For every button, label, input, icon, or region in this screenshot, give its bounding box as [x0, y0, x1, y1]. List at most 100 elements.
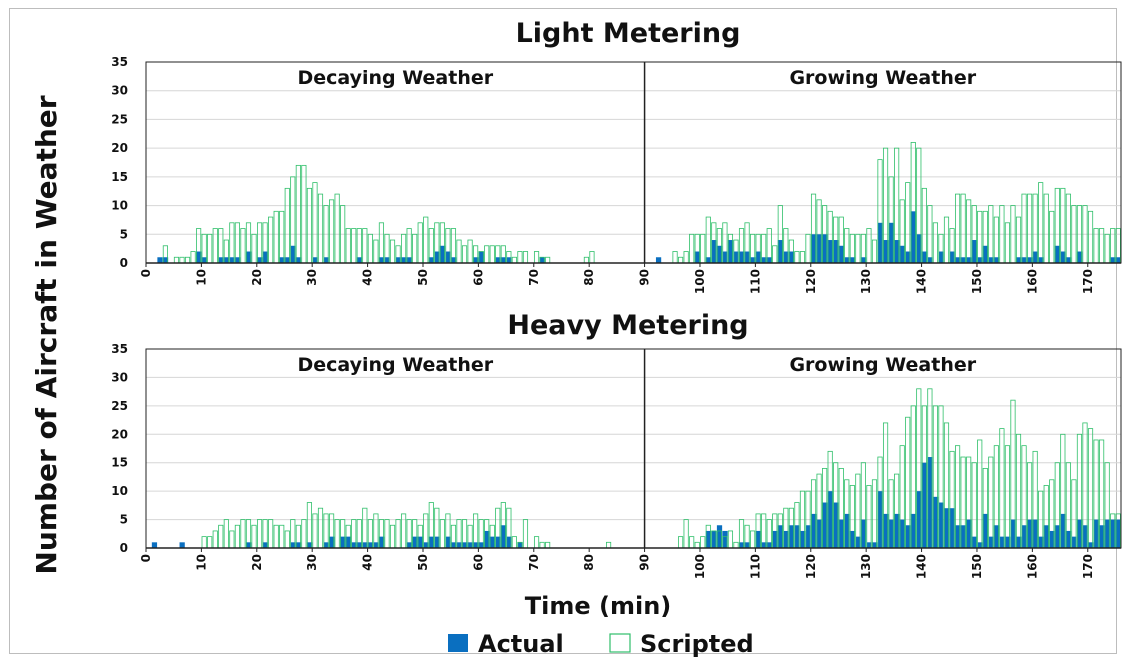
bar-scripted — [966, 199, 972, 264]
bar-actual — [539, 257, 545, 263]
bar-actual — [201, 257, 207, 263]
bar-actual — [966, 257, 972, 263]
bar-actual — [783, 530, 789, 548]
bar-actual — [1016, 536, 1022, 548]
bar-scripted — [871, 479, 878, 549]
bar-actual — [246, 542, 252, 548]
bar-scripted — [977, 210, 983, 264]
y-tick-label: 10 — [111, 484, 128, 498]
x-tick-label: 40 — [361, 269, 375, 286]
bar-actual — [755, 251, 761, 263]
bar-actual — [478, 542, 484, 548]
bar-actual — [711, 240, 717, 263]
bar-scripted — [234, 524, 240, 549]
bar-actual — [401, 257, 407, 263]
x-tick-label: 10 — [194, 269, 208, 286]
bar-scripted — [218, 524, 224, 549]
bar-scripted — [733, 541, 739, 549]
subtitle-left: Decaying Weather — [297, 354, 493, 376]
bar-actual — [905, 251, 911, 263]
bar-scripted — [1043, 193, 1049, 264]
bar-scripted — [334, 193, 340, 264]
bar-scripted — [1104, 233, 1110, 264]
bar-actual — [345, 536, 351, 548]
bar-actual — [938, 502, 944, 548]
bar-actual — [761, 542, 767, 548]
bar-actual — [262, 542, 268, 548]
bar-scripted — [461, 245, 468, 264]
bar-actual — [434, 251, 440, 263]
x-tick-label: 10 — [194, 554, 208, 571]
bar-actual — [473, 257, 479, 263]
bar-actual — [439, 245, 446, 263]
bar-actual — [1088, 542, 1094, 548]
bar-actual — [805, 525, 811, 548]
bar-actual — [1021, 525, 1027, 548]
bar-scripted — [866, 485, 872, 549]
bar-actual — [1043, 525, 1049, 548]
bar-actual — [500, 257, 507, 263]
plot-border — [145, 348, 1122, 549]
bar-actual — [356, 257, 363, 263]
bar-actual — [1049, 530, 1055, 548]
bar-scripted — [905, 182, 911, 264]
x-tick-label: 100 — [693, 554, 707, 579]
x-tick-label: 20 — [250, 269, 264, 286]
bar-scripted — [251, 524, 257, 549]
bar-scripted — [1087, 428, 1094, 549]
subtitle-left: Decaying Weather — [297, 67, 493, 89]
x-tick-label: 40 — [361, 554, 375, 571]
bar-actual — [894, 240, 900, 263]
y-tick-label: 10 — [111, 199, 128, 213]
bar-scripted — [389, 524, 396, 549]
bar-scripted — [456, 239, 462, 264]
bar-actual — [478, 251, 484, 263]
bar-actual — [1076, 251, 1083, 263]
bar-scripted — [279, 210, 285, 264]
bar-actual — [1115, 257, 1121, 263]
bar-scripted — [234, 222, 240, 264]
bar-scripted — [190, 251, 196, 264]
bar-actual — [766, 542, 772, 548]
y-tick-label: 30 — [111, 370, 128, 384]
bar-scripted — [1049, 210, 1055, 264]
bar-actual — [761, 257, 767, 263]
bar-scripted — [295, 164, 301, 264]
bar-actual — [484, 530, 490, 548]
bar-actual — [412, 536, 418, 548]
bar-scripted — [750, 530, 756, 549]
bar-scripted — [256, 222, 263, 264]
bar-scripted — [179, 256, 185, 264]
bar-actual — [872, 542, 878, 548]
bar-scripted — [207, 233, 213, 264]
bar-actual — [722, 530, 728, 548]
bar-actual — [1082, 525, 1088, 548]
bar-actual — [811, 513, 817, 548]
bar-actual — [921, 462, 928, 548]
bar-scripted — [689, 233, 695, 264]
bar-actual — [406, 257, 412, 263]
bar-scripted — [284, 187, 290, 264]
y-tick-label: 25 — [111, 112, 128, 126]
x-tick-label: 30 — [305, 554, 319, 571]
bar-actual — [849, 257, 856, 263]
bar-scripted — [251, 233, 257, 264]
bar-actual — [428, 536, 435, 548]
bar-actual — [705, 257, 712, 263]
bar-actual — [799, 530, 806, 548]
bar-scripted — [866, 228, 872, 264]
bar-scripted — [207, 536, 213, 549]
bar-actual — [162, 257, 169, 263]
bar-actual — [196, 251, 202, 263]
bar-scripted — [223, 519, 229, 549]
x-tick-label: 140 — [915, 269, 929, 294]
bar-actual — [1099, 525, 1105, 548]
y-tick-label: 15 — [111, 456, 128, 470]
bar-actual — [916, 491, 922, 548]
bar-actual — [229, 257, 235, 263]
bar-scripted — [301, 519, 307, 549]
bar-actual — [977, 257, 983, 263]
x-tick-label: 160 — [1025, 554, 1039, 579]
bar-actual — [1016, 257, 1022, 263]
x-tick-label: 130 — [859, 554, 873, 579]
